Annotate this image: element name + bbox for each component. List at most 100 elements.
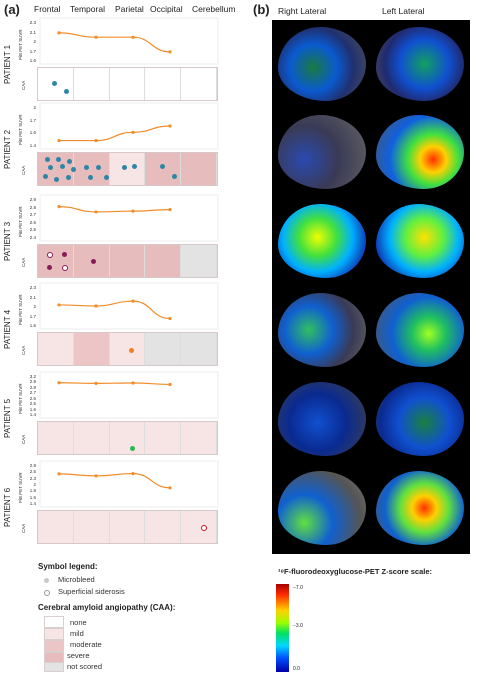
- y-tick-label: 2.1: [29, 29, 36, 35]
- caa-label: CAA: [21, 80, 26, 90]
- suvr-data-point: [57, 31, 61, 35]
- suvr-series-line: [58, 32, 171, 53]
- caa-cell-none: [109, 68, 146, 100]
- y-tick-label: 1.6: [29, 494, 36, 500]
- microbleed-marker: [130, 446, 135, 451]
- suvr-data-point: [57, 303, 61, 307]
- suvr-series-line: [59, 125, 171, 142]
- grade-moderate-label: moderate: [70, 640, 102, 649]
- caa-grade-strip: [37, 510, 218, 544]
- microbleed-marker: [172, 174, 177, 179]
- siderosis-legend-icon: [44, 590, 50, 596]
- microbleed-marker: [160, 164, 165, 169]
- grade-mild-label: mild: [70, 629, 84, 638]
- y-tick-label: 1.4: [29, 501, 36, 506]
- caa-label: CAA: [21, 345, 26, 355]
- suvr-data-point: [94, 474, 98, 478]
- y-tick-label: 1.4: [29, 412, 36, 417]
- caa-cell-mild: [109, 511, 146, 543]
- microbleed-marker: [71, 167, 76, 172]
- caa-cell-mild: [145, 511, 182, 543]
- suvr-data-point: [168, 316, 172, 321]
- patient-label: PATIENT 5: [3, 398, 12, 438]
- panel-b-label: (b): [253, 2, 270, 17]
- brain-pet-row: [272, 464, 470, 554]
- y-tick-label: 2.5: [29, 401, 36, 407]
- y-tick-label: 2.3: [29, 285, 36, 290]
- suvr-data-point: [168, 486, 172, 490]
- caa-cell-severe: [109, 245, 146, 277]
- caa-cell-severe: [145, 153, 182, 185]
- right-lateral-brain-image: [278, 27, 366, 101]
- microbleed-marker: [104, 175, 109, 180]
- microbleed-marker: [66, 175, 71, 180]
- caa-cell-mild: [145, 422, 182, 454]
- y-tick-label: 1.8: [29, 488, 36, 494]
- y-tick-label: 2.9: [29, 197, 36, 202]
- caa-grade-strip: [37, 332, 218, 366]
- left-lateral-brain-image: [376, 115, 464, 189]
- microbleed-marker: [132, 164, 137, 169]
- left-lateral-label: Left Lateral: [382, 6, 425, 16]
- patient-label: PATIENT 3: [3, 221, 12, 261]
- microbleed-marker: [88, 175, 93, 180]
- patient-label: PATIENT 2: [3, 129, 12, 169]
- chart-frame: [39, 460, 219, 508]
- microbleed-marker: [64, 89, 69, 94]
- suvr-data-point: [131, 35, 135, 39]
- caa-cell-severe: [38, 245, 74, 277]
- zscore-colorbar: [276, 584, 289, 672]
- y-tick-label: 2.3: [29, 20, 36, 25]
- caa-grade-strip: [37, 152, 218, 186]
- suvr-data-point: [94, 381, 98, 385]
- y-tick-label: 3.2: [29, 374, 36, 379]
- y-tick-label: 2.8: [29, 384, 36, 390]
- suvr-data-point: [131, 209, 135, 213]
- y-tick-label: 1.6: [29, 130, 36, 136]
- caa-grade-strip: [37, 421, 218, 455]
- caa-cell-severe: [73, 153, 110, 185]
- caa-cell-mild: [181, 511, 217, 543]
- y-tick-label: 2.6: [29, 219, 36, 225]
- suvr-line-chart: [39, 194, 219, 242]
- caa-cell-mild: [38, 511, 74, 543]
- suvr-line-chart: [39, 282, 219, 330]
- caa-cell-not-scored: [145, 333, 182, 365]
- brain-pet-row: [272, 375, 470, 465]
- caa-cell-mild: [109, 422, 146, 454]
- caa-cell-severe: [145, 245, 182, 277]
- scale-title: ¹⁸F-fluorodeoxyglucose-PET Z-score scale…: [278, 567, 432, 576]
- suvr-line-chart: [39, 460, 219, 508]
- suvr-data-point: [168, 208, 172, 212]
- patient-label: PATIENT 6: [3, 487, 12, 527]
- microbleed-marker: [129, 348, 134, 353]
- suvr-line-chart: [39, 102, 219, 150]
- caa-cell-none: [145, 68, 182, 100]
- y-tick-label: 2.4: [29, 235, 36, 240]
- caa-cell-not-scored: [181, 333, 217, 365]
- y-tick-label: 2.9: [29, 379, 36, 385]
- left-lateral-brain-image: [376, 471, 464, 545]
- left-lateral-brain-image: [376, 293, 464, 367]
- y-tick-label: 1.7: [29, 313, 36, 319]
- caa-cell-mild: [73, 422, 110, 454]
- swatch-moderate: [44, 640, 64, 652]
- suvr-series-line: [58, 473, 171, 489]
- y-tick-label: 2: [33, 482, 36, 487]
- microbleed-legend-label: Microbleed: [58, 575, 95, 584]
- suvr-data-point: [131, 130, 135, 134]
- suvr-series-line: [58, 382, 171, 386]
- microbleed-marker: [62, 252, 67, 257]
- patient-label: PATIENT 1: [3, 44, 12, 84]
- swatch-mild: [44, 628, 64, 640]
- y-tick-label: 2.1: [29, 294, 36, 300]
- chart-frame: [39, 194, 219, 242]
- caa-cell-mild: [73, 511, 110, 543]
- caa-label: CAA: [21, 434, 26, 444]
- microbleed-marker: [54, 177, 59, 182]
- y-tick-label: 2.5: [29, 227, 36, 233]
- suvr-data-point: [168, 382, 172, 387]
- y-tick-label: 2.6: [29, 395, 36, 401]
- siderosis-marker: [201, 525, 207, 531]
- y-tick-label: 1.7: [29, 117, 36, 123]
